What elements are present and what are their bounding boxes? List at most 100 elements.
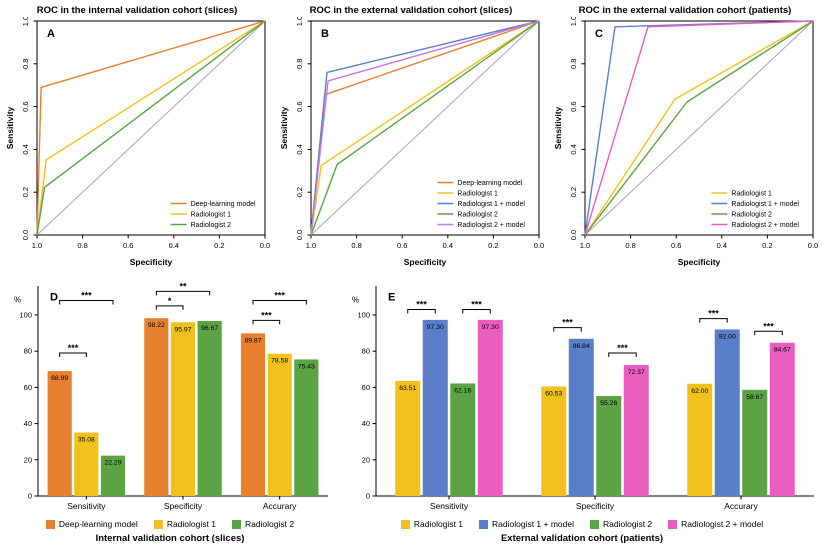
panel-letter: C <box>595 28 603 40</box>
y-tick-label: 80 <box>24 347 32 356</box>
legend-label: Radiologist 1 + model <box>731 201 799 208</box>
y-tick-label: 80 <box>362 347 370 356</box>
legend-label: Radiologist 2 <box>603 519 653 529</box>
legend-label: Radiologist 2 + model <box>731 222 799 229</box>
bar <box>541 386 567 496</box>
bar <box>742 389 768 496</box>
bar <box>144 318 169 496</box>
significance-label: *** <box>562 318 573 328</box>
roc-chart-a: 1.0 0.8 0.6 0.4 0.2 0.0 0.0 0.2 0.4 0.6 0.8 1.0 Spec… <box>5 17 270 267</box>
y-tick-label: 60 <box>362 383 370 392</box>
legend-label: Radiologist 2 <box>244 519 295 529</box>
significance-bracket <box>407 309 436 314</box>
bar-value-label: 62.00 <box>691 388 708 395</box>
chart-title-c: ROC in the external validation cohort (p… <box>578 5 792 16</box>
y-tick-label: 0.0 <box>569 230 578 240</box>
bar <box>240 333 266 496</box>
legend-e: Radiologist 1 Radiologist 1 + model Radiol… <box>400 516 763 532</box>
bar-chart-d: 0 20 40 60 80 100% D Sensitivity 68.99 35.08 22.29… <box>14 281 328 511</box>
bar-value-label: 35.08 <box>78 436 95 443</box>
legend-swatch <box>400 519 410 529</box>
y-unit-label: % <box>352 295 359 304</box>
legend-item: Radiologist 2 <box>231 519 295 529</box>
x-tick-label: 1.0 <box>580 241 590 250</box>
legend-label: Radiologist 2 + model <box>457 222 525 229</box>
legend-swatch <box>153 519 163 529</box>
y-tick-label: 0.2 <box>21 187 30 197</box>
bar <box>477 319 503 496</box>
x-category-label: Specificity <box>164 501 203 511</box>
y-tick-label: 0.6 <box>295 101 304 111</box>
roc-line <box>36 20 266 236</box>
y-tick-label: 0 <box>366 492 370 501</box>
x-tick-label: 0.6 <box>397 241 407 250</box>
bar-value-label: 68.99 <box>51 375 68 382</box>
bar <box>714 329 740 496</box>
bar-value-label: 84.67 <box>774 347 791 354</box>
significance-bracket <box>462 309 491 314</box>
roc-line <box>310 20 540 236</box>
x-axis-label: Specificity <box>130 257 173 267</box>
x-tick-label: 0.4 <box>443 241 453 250</box>
bar-value-label: 62.16 <box>454 387 471 394</box>
x-axis-title-d: Internal validation cohort (slices) <box>95 533 245 544</box>
bar-value-label: 97.30 <box>427 324 444 331</box>
legend-item: Radiologist 2 <box>590 519 652 529</box>
legend-item: Radiologist 1 <box>400 519 463 529</box>
y-axis-label: Sensitivity <box>553 106 563 149</box>
bar-value-label: 55.26 <box>600 400 617 407</box>
bar <box>197 320 222 496</box>
roc-panel-external-slices: ROC in the external validation cohort (s… <box>274 0 548 272</box>
significance-label: * <box>168 296 172 306</box>
legend-label: Radiologist 1 + model <box>457 201 525 208</box>
x-tick-label: 0.2 <box>488 241 498 250</box>
bar-value-label: 96.67 <box>201 325 218 332</box>
x-category-label: Sensitivity <box>430 501 469 511</box>
significance-label: ** <box>179 281 187 291</box>
roc-chart-b: 1.0 0.8 0.6 0.4 0.2 0.0 0.0 0.2 0.4 0.6 0.8 1.0 Spec… <box>279 17 544 267</box>
legend-swatch <box>231 519 241 529</box>
y-tick-label: 40 <box>362 419 370 428</box>
roc-row: ROC in the internal validation cohort (s… <box>0 0 824 272</box>
y-tick-label: 0.2 <box>569 187 578 197</box>
roc-panel-external-patients: ROC in the external validation cohort (p… <box>548 0 822 272</box>
roc-line <box>584 20 814 236</box>
y-tick-label: 0.8 <box>569 59 578 69</box>
bar-value-label: 89.87 <box>244 337 261 344</box>
x-tick-label: 0.6 <box>123 241 133 250</box>
bar <box>450 383 476 496</box>
significance-bracket <box>59 299 114 305</box>
y-tick-label: 0.6 <box>21 101 30 111</box>
legend-swatch <box>45 519 55 529</box>
significance-label: *** <box>81 290 92 300</box>
x-tick-label: 0.8 <box>625 241 635 250</box>
bar <box>568 338 594 496</box>
x-axis-label: Specificity <box>404 257 447 267</box>
bar-value-label: 98.22 <box>148 322 165 329</box>
x-category-label: Specificity <box>576 501 615 511</box>
legend-label: Deep-learning model <box>58 519 138 529</box>
bar-panel-internal-slices: 0 20 40 60 80 100% D Sensitivity 68.99 35.08 22.29… <box>0 272 340 549</box>
roc-line <box>310 20 540 236</box>
legend-label: Radiologist 1 <box>191 212 232 219</box>
significance-label: *** <box>416 300 427 310</box>
legend-item: Radiologist 1 <box>153 519 216 529</box>
legend-item: Radiologist 1 + model <box>479 519 574 529</box>
bar <box>769 342 795 496</box>
y-tick-label: 1.0 <box>569 17 578 26</box>
y-unit-label: % <box>14 295 21 304</box>
legend-item: Radiologist 2 + model <box>668 519 763 529</box>
bar-value-label: 60.53 <box>545 390 562 397</box>
x-tick-label: 1.0 <box>32 241 42 250</box>
bar-panel-external-patients: 0 20 40 60 80 100% E Sensitivity 63.51 97.30 62.16… <box>340 272 824 549</box>
bar <box>623 364 649 496</box>
bar <box>596 395 622 496</box>
bar-value-label: 78.58 <box>271 358 288 365</box>
significance-bracket <box>59 352 87 357</box>
bar <box>100 455 126 496</box>
y-tick-label: 0.4 <box>295 144 304 154</box>
significance-label: *** <box>617 343 628 353</box>
x-axis-label: Specificity <box>678 257 721 267</box>
significance-label: *** <box>274 290 285 300</box>
panel-letter: A <box>47 28 55 40</box>
